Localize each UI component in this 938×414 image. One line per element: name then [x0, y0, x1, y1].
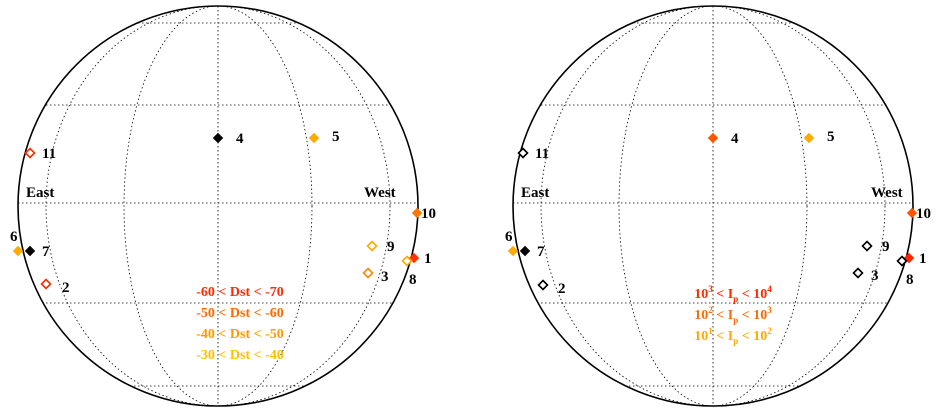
event-label: 5: [332, 129, 340, 145]
event-label: 9: [387, 239, 395, 255]
east-label: East: [26, 185, 54, 201]
west-label: West: [364, 185, 396, 201]
event-marker: [362, 267, 374, 279]
event-label: 3: [381, 269, 389, 285]
event-label: 4: [731, 131, 739, 147]
event-label: 10: [421, 206, 436, 222]
event-label: 4: [236, 131, 244, 147]
event-marker: [507, 245, 519, 257]
event-marker: [308, 132, 320, 144]
event-8: 8: [401, 255, 417, 288]
meridian-line: [618, 6, 808, 406]
event-marker: [803, 132, 815, 144]
event-8: 8: [896, 255, 914, 288]
event-label: 7: [42, 244, 50, 260]
event-7: 7: [519, 244, 545, 260]
legend-entry: 102 < Ip < 103: [694, 305, 772, 325]
event-4: 4: [707, 131, 739, 147]
solar-disk-outline: [512, 5, 914, 407]
event-marker: [40, 278, 52, 290]
event-11: 11: [517, 146, 549, 162]
event-10: 10: [906, 206, 931, 222]
event-marker: [537, 279, 549, 291]
legend-entry: -50 < Dst < -60: [196, 306, 284, 321]
event-label: 1: [424, 251, 432, 267]
legend-entry: 103 < Ip < 104: [694, 284, 772, 304]
event-2: 2: [40, 278, 70, 296]
event-marker: [366, 240, 378, 252]
event-label: 3: [871, 268, 879, 284]
event-label: 8: [409, 272, 417, 288]
event-marker: [24, 245, 36, 257]
event-marker: [24, 147, 36, 159]
meridian-line: [123, 6, 313, 406]
event-9: 9: [861, 239, 890, 255]
event-4: 4: [212, 131, 244, 147]
solar-disk-outline: [17, 5, 419, 407]
legend-entry: 101 < Ip < 102: [694, 326, 772, 346]
event-label: 11: [535, 146, 549, 162]
event-label: 8: [906, 272, 914, 288]
event-label: 1: [919, 251, 927, 267]
panel-dst: East West 1 2 3 4 5 6 7 8 9 10 11 -60 < Dst < -70 -50 …: [10, 5, 436, 407]
event-marker: [861, 240, 873, 252]
event-label: 11: [42, 146, 56, 162]
event-marker: [896, 255, 908, 267]
event-marker: [12, 245, 24, 257]
event-marker: [401, 255, 413, 267]
event-marker: [519, 245, 531, 257]
event-marker: [707, 132, 719, 144]
event-label: 2: [62, 280, 70, 296]
event-6: 6: [10, 229, 24, 257]
event-label: 6: [10, 229, 18, 245]
event-label: 6: [505, 229, 513, 245]
meridian-line: [45, 6, 391, 406]
event-marker: [852, 267, 864, 279]
east-label: East: [521, 185, 549, 201]
legend-entry: -40 < Dst < -50: [196, 327, 284, 342]
event-marker: [517, 147, 529, 159]
event-7: 7: [24, 244, 50, 260]
event-2: 2: [537, 279, 566, 297]
event-label: 5: [827, 129, 835, 145]
event-3: 3: [362, 267, 389, 285]
west-label: West: [871, 185, 903, 201]
event-label: 9: [882, 239, 890, 255]
event-label: 2: [558, 281, 566, 297]
legend-entry: -60 < Dst < -70: [196, 285, 284, 300]
event-11: 11: [24, 146, 56, 162]
grid-lines: [513, 6, 913, 406]
event-marker: [906, 207, 918, 219]
meridian-line: [540, 6, 886, 406]
event-5: 5: [803, 129, 835, 145]
event-5: 5: [308, 129, 340, 145]
event-marker: [411, 207, 423, 219]
legend: -60 < Dst < -70 -50 < Dst < -60 -40 < Dst …: [196, 285, 284, 363]
legend-entry: -30 < Dst < -40: [196, 348, 284, 363]
grid-lines: [18, 6, 418, 406]
event-6: 6: [505, 229, 519, 257]
event-label: 7: [537, 244, 545, 260]
event-label: 10: [916, 206, 931, 222]
event-3: 3: [852, 267, 879, 284]
event-marker: [212, 132, 224, 144]
event-10: 10: [411, 206, 436, 222]
event-9: 9: [366, 239, 395, 255]
